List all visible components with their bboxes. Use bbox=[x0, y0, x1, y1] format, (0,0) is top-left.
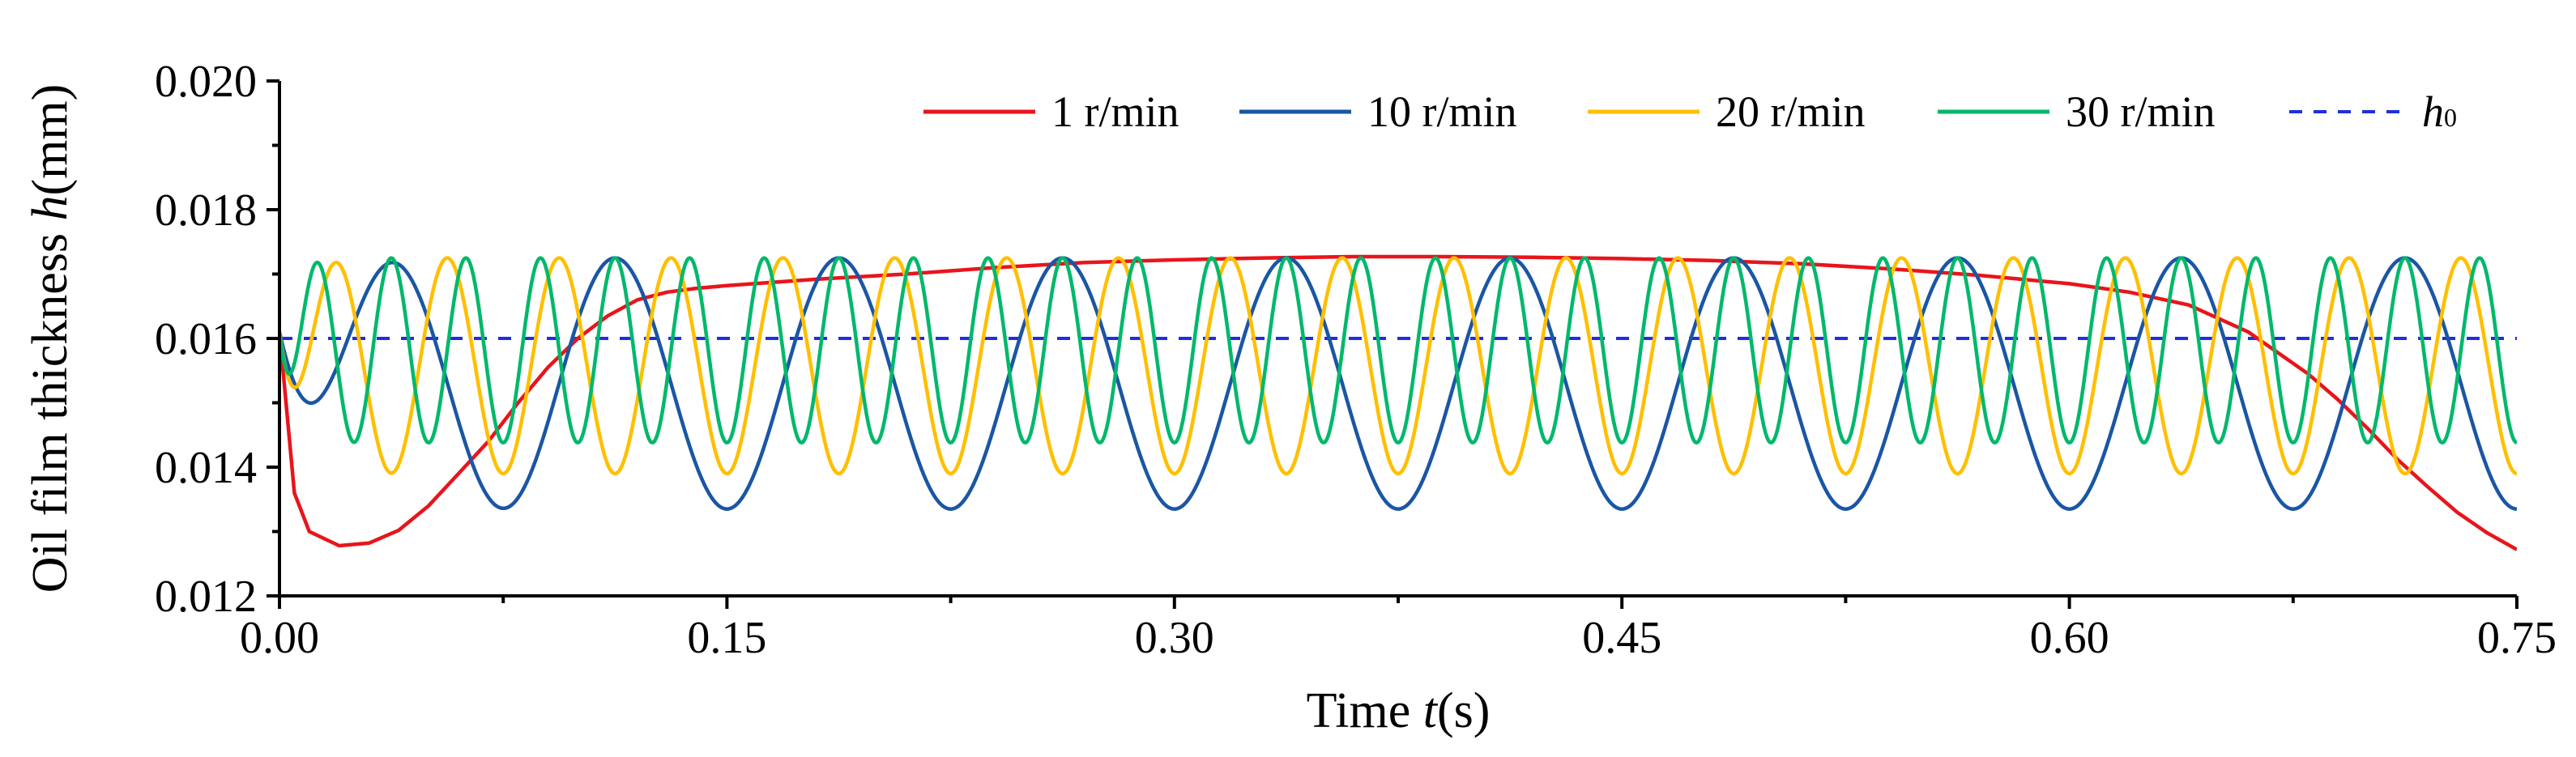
y-tick-label-2: 0.016 bbox=[155, 314, 257, 364]
y-tick-label-1: 0.014 bbox=[155, 443, 257, 493]
legend-label-h0-var: h bbox=[2422, 87, 2444, 136]
x-axis-title-unit: (s) bbox=[1437, 683, 1490, 738]
x-tick-label-1: 0.15 bbox=[687, 613, 766, 663]
y-axis-title-prefix: Oil film thickness bbox=[23, 220, 78, 593]
x-axis-title-prefix: Time bbox=[1307, 683, 1423, 738]
legend-label-h0-sub: 0 bbox=[2444, 103, 2457, 132]
series-line-30-r-min bbox=[279, 256, 2517, 445]
y-tick-label-3: 0.018 bbox=[155, 185, 257, 236]
x-tick-label-3: 0.45 bbox=[1582, 613, 1661, 663]
y-axis-title-var: h bbox=[23, 195, 78, 220]
series-line-1-r-min bbox=[279, 254, 2517, 551]
x-tick-label-2: 0.30 bbox=[1135, 613, 1214, 663]
y-axis-title-unit: (mm) bbox=[23, 84, 78, 196]
legend-label-20rpm: 20 r/min bbox=[1716, 87, 1866, 136]
series-line-10-r-min bbox=[279, 256, 2517, 511]
y-tick-label-0: 0.012 bbox=[155, 572, 257, 622]
series-line-20-r-min bbox=[279, 256, 2517, 476]
x-tick-label-0: 0.00 bbox=[240, 613, 319, 663]
legend-label-10rpm: 10 r/min bbox=[1367, 87, 1517, 136]
legend-label-h0: h0 bbox=[2422, 87, 2457, 136]
y-axis-title: Oil film thickness h(mm) bbox=[23, 84, 78, 593]
series-layer bbox=[279, 254, 2517, 551]
legend-label-1rpm: 1 r/min bbox=[1051, 87, 1179, 136]
legend: 1 r/min 10 r/min 20 r/min 30 r/min h0 bbox=[923, 87, 2457, 136]
x-tick-label-5: 0.75 bbox=[2477, 613, 2557, 663]
y-tick-label-4: 0.020 bbox=[155, 57, 257, 107]
x-tick-label-4: 0.60 bbox=[2030, 613, 2109, 663]
x-axis-title-var: t bbox=[1423, 683, 1439, 738]
axes bbox=[267, 79, 2518, 609]
legend-label-30rpm: 30 r/min bbox=[2066, 87, 2216, 136]
x-axis-title: Time t(s) bbox=[1307, 683, 1491, 738]
tick-labels: 0.00 0.15 0.30 0.45 0.60 0.75 0.012 0.014 0.016 0… bbox=[155, 57, 2557, 663]
